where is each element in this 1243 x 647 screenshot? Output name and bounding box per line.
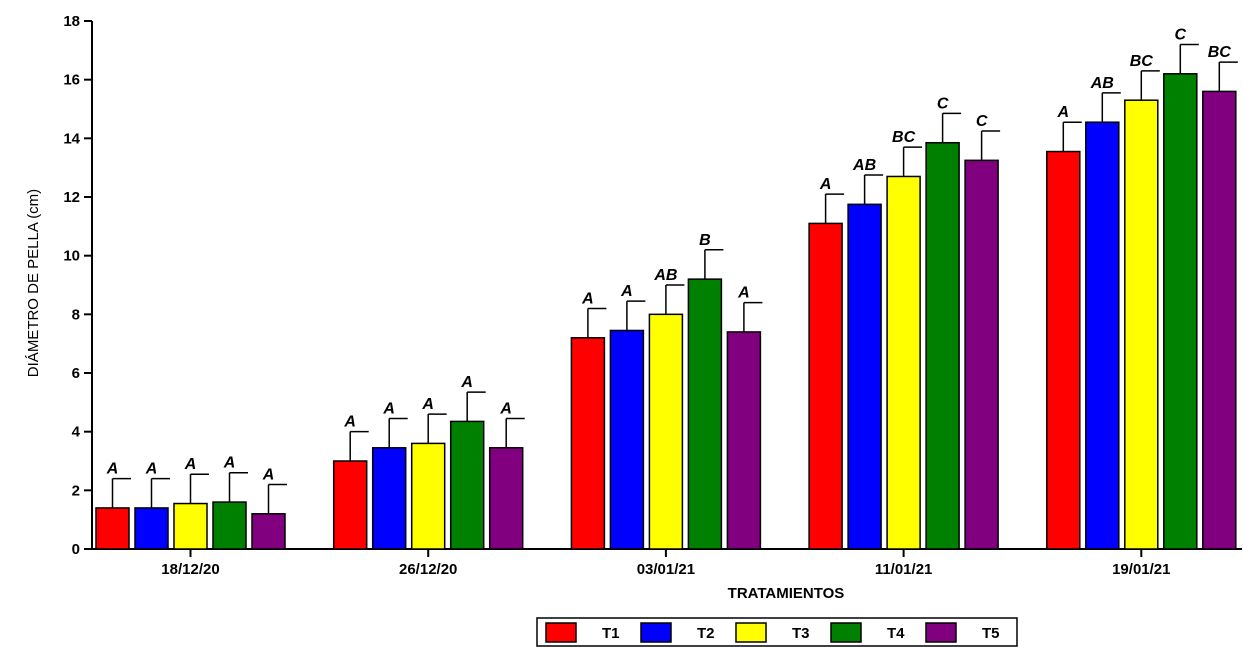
legend-swatch (735, 622, 767, 643)
x-tick-label: 19/01/21 (1112, 561, 1170, 578)
legend-swatch (830, 622, 862, 643)
significance-label: A (737, 285, 750, 302)
significance-label: A (1057, 104, 1070, 121)
significance-label: A (421, 396, 434, 413)
bar (488, 447, 524, 550)
legend-label: T4 (887, 625, 905, 642)
bar (449, 420, 485, 550)
legend: T1 T2 T3 T4 T5 (536, 617, 1018, 647)
y-tick-label: 0 (72, 541, 80, 558)
bar (847, 203, 882, 550)
legend-swatch (640, 622, 672, 643)
legend-swatch (925, 622, 957, 643)
bar (1124, 99, 1159, 550)
significance-label: A (460, 374, 473, 391)
significance-label: AB (653, 267, 677, 284)
x-axis: 18/12/20 26/12/20 03/01/21 11/01/21 19/01/21 (92, 548, 1242, 578)
bar (212, 501, 247, 550)
significance-label: B (699, 232, 711, 249)
legend-label: T3 (792, 625, 810, 642)
significance-label: A (819, 176, 832, 193)
bar (173, 502, 208, 550)
y-tick-label: 8 (72, 306, 80, 323)
bar (925, 141, 960, 550)
significance-label: A (262, 466, 275, 483)
significance-label: AB (852, 157, 876, 174)
legend-label: T5 (982, 625, 1000, 642)
y-tick-label: 10 (63, 248, 80, 265)
bar (95, 507, 130, 550)
significance-label: BC (1208, 44, 1232, 61)
y-axis: 0 2 4 6 8 10 12 14 16 18 (63, 13, 93, 558)
bar (371, 447, 407, 550)
y-tick-label: 2 (72, 482, 80, 499)
significance-label: BC (1130, 53, 1154, 70)
significance-label: AB (1090, 75, 1114, 92)
bar (251, 513, 286, 550)
y-tick-label: 12 (63, 189, 80, 206)
significance-label: A (223, 455, 236, 472)
y-tick-label: 16 (63, 72, 80, 89)
significance-label: A (620, 283, 633, 300)
significance-label: C (937, 95, 949, 112)
y-tick-label: 6 (72, 365, 80, 382)
bar (886, 175, 921, 550)
bar (332, 460, 368, 550)
bar (1046, 150, 1081, 550)
bar (687, 278, 723, 550)
x-axis-label: TRATAMIENTOS (728, 585, 845, 602)
bar (134, 507, 169, 550)
bar (1085, 121, 1120, 550)
bar (808, 222, 843, 550)
significance-label: A (106, 461, 119, 478)
significance-label: BC (892, 129, 916, 146)
significance-label: C (976, 113, 988, 130)
y-tick-label: 14 (63, 130, 80, 147)
x-tick-label: 26/12/20 (399, 561, 457, 578)
significance-label: C (1175, 26, 1187, 43)
significance-label: A (343, 414, 356, 431)
bar (1202, 90, 1237, 550)
legend-swatch (545, 622, 577, 643)
bar (570, 337, 606, 550)
bar (964, 159, 999, 550)
y-tick-label: 18 (63, 13, 80, 30)
bar (410, 442, 446, 550)
y-axis-label: DIÁMETRO DE PELLA (cm) (25, 189, 42, 377)
y-tick-label: 4 (72, 424, 81, 441)
legend-label: T1 (602, 625, 620, 642)
x-tick-label: 11/01/21 (875, 561, 933, 578)
significance-label: A (581, 290, 594, 307)
legend-label: T2 (697, 625, 715, 642)
significance-label: A (382, 400, 395, 417)
significance-label: A (145, 461, 158, 478)
significance-label: A (184, 456, 197, 473)
x-tick-label: 03/01/21 (637, 561, 695, 578)
bar (609, 329, 645, 550)
bar (1163, 73, 1198, 550)
bar (726, 331, 762, 550)
x-tick-label: 18/12/20 (161, 561, 219, 578)
significance-label: A (499, 400, 512, 417)
bar (648, 313, 684, 550)
bars: A A A A A A A A A A A A AB B A A AB BC C C A AB BC C BC (95, 26, 1238, 550)
